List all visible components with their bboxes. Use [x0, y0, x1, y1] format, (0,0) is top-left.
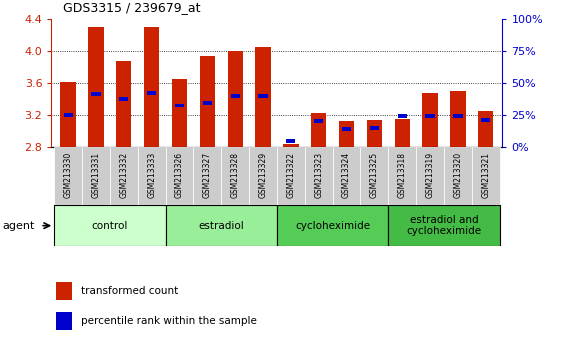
Text: GSM213326: GSM213326 [175, 152, 184, 198]
Text: GSM213319: GSM213319 [425, 152, 435, 198]
Bar [56, 313, 72, 330]
Bar [54, 205, 166, 246]
Bar [314, 119, 323, 124]
Bar [231, 94, 240, 98]
Text: GSM213321: GSM213321 [481, 152, 490, 198]
Bar [286, 139, 295, 143]
Bar [277, 147, 305, 205]
Bar [305, 147, 333, 205]
Text: agent: agent [3, 221, 35, 231]
Bar [227, 51, 243, 147]
Bar [367, 120, 382, 147]
Bar [416, 147, 444, 205]
Bar [370, 126, 379, 130]
Bar [89, 27, 103, 147]
Text: estradiol and
cycloheximide: estradiol and cycloheximide [407, 215, 481, 236]
Bar [116, 61, 131, 147]
Bar [339, 121, 354, 147]
Text: estradiol: estradiol [198, 221, 244, 231]
Bar [425, 114, 435, 118]
Bar [395, 119, 410, 147]
Text: cycloheximide: cycloheximide [295, 221, 370, 231]
Bar [423, 93, 438, 147]
Text: control: control [92, 221, 128, 231]
Bar [388, 147, 416, 205]
Bar [63, 113, 73, 117]
Text: GSM213323: GSM213323 [314, 152, 323, 198]
Bar [249, 147, 277, 205]
Bar [147, 91, 156, 95]
Text: GSM213331: GSM213331 [91, 152, 100, 198]
Bar [166, 147, 194, 205]
Bar [61, 82, 76, 147]
Text: GSM213322: GSM213322 [287, 152, 295, 198]
Bar [56, 282, 72, 300]
Bar [138, 147, 166, 205]
Text: GSM213328: GSM213328 [231, 152, 240, 198]
Bar [360, 147, 388, 205]
Bar [119, 97, 128, 101]
Text: GSM213329: GSM213329 [259, 152, 267, 198]
Bar [472, 147, 500, 205]
Bar [481, 118, 490, 122]
Bar [388, 205, 500, 246]
Text: GSM213327: GSM213327 [203, 152, 212, 198]
Text: GSM213330: GSM213330 [63, 152, 73, 198]
Text: GSM213332: GSM213332 [119, 152, 128, 198]
Text: GSM213318: GSM213318 [398, 152, 407, 198]
Bar [110, 147, 138, 205]
Bar [82, 147, 110, 205]
Bar [54, 147, 82, 205]
Bar [453, 114, 463, 118]
Bar [255, 47, 271, 147]
Bar [259, 94, 268, 98]
Bar [311, 113, 327, 147]
Bar [478, 111, 493, 147]
Text: transformed count: transformed count [81, 286, 178, 296]
Text: GDS3315 / 239679_at: GDS3315 / 239679_at [63, 1, 200, 14]
Text: GSM213325: GSM213325 [370, 152, 379, 198]
Bar [283, 144, 299, 147]
Text: GSM213320: GSM213320 [453, 152, 463, 198]
Text: GSM213324: GSM213324 [342, 152, 351, 198]
Bar [203, 101, 212, 105]
Bar [221, 147, 249, 205]
Bar [451, 91, 465, 147]
Text: percentile rank within the sample: percentile rank within the sample [81, 316, 257, 326]
Bar [397, 114, 407, 118]
Bar [91, 92, 100, 96]
Bar [144, 28, 159, 147]
Bar [172, 79, 187, 147]
Bar [342, 127, 351, 131]
Bar [200, 56, 215, 147]
Bar [277, 205, 388, 246]
Bar [194, 147, 221, 205]
Text: GSM213333: GSM213333 [147, 152, 156, 198]
Bar [175, 103, 184, 108]
Bar [444, 147, 472, 205]
Bar [166, 205, 277, 246]
Bar [333, 147, 360, 205]
